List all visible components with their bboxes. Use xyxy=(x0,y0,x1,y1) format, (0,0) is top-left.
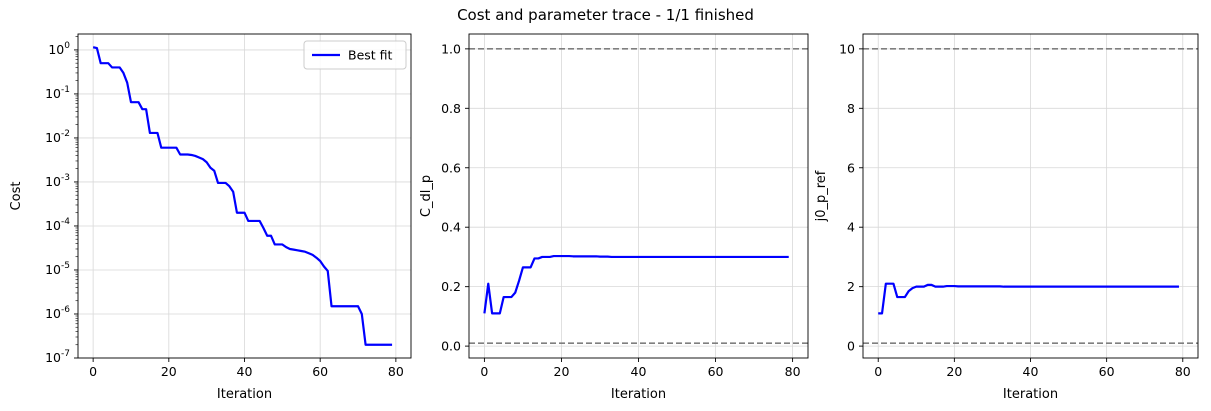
y-tick-label: 10-6 xyxy=(45,305,70,321)
y-tick-label: 10-5 xyxy=(45,261,70,277)
legend-box xyxy=(303,40,407,70)
x-tick-label: 0 xyxy=(480,364,488,379)
x-axis-label: Iteration xyxy=(1003,387,1058,402)
legend-label: Best fit xyxy=(348,48,393,63)
grid xyxy=(863,34,1198,358)
x-tick-label: 80 xyxy=(785,364,801,379)
x-tick-label: 20 xyxy=(554,364,570,379)
y-tick-label: 1.0 xyxy=(441,41,461,56)
y-axis-label: Cost xyxy=(9,182,24,211)
x-tick-label: 40 xyxy=(631,364,647,379)
y-tick-label: 10-1 xyxy=(45,85,70,101)
x-tick-label: 80 xyxy=(1175,364,1191,379)
y-tick-label: 10-7 xyxy=(45,349,70,365)
panel-1: 0 20 40 60 80 10-7 10-6 10-5 10-4 10-3 10-2 10-1 100… xyxy=(9,33,412,402)
y-axis-label: C_dl_p xyxy=(419,175,434,217)
x-tick-label: 80 xyxy=(388,364,404,379)
x-tick-label: 60 xyxy=(312,364,328,379)
y-tick-label: 0.2 xyxy=(441,279,461,294)
x-tick-label: 20 xyxy=(946,364,962,379)
x-tick-label: 40 xyxy=(1023,364,1039,379)
y-tick-label: 0.0 xyxy=(441,339,461,354)
series-line-1 xyxy=(92,46,393,346)
y-axis-label: j0_p_ref xyxy=(814,170,829,222)
y-tick-label: 10-4 xyxy=(45,217,70,233)
y-tick-label: 2 xyxy=(847,279,855,294)
y-tick-label: 10-2 xyxy=(45,129,70,145)
y-tick-label: 10 xyxy=(839,41,855,56)
x-tick-label: 20 xyxy=(161,364,177,379)
y-tick-label: 0 xyxy=(847,339,855,354)
x-axis-label: Iteration xyxy=(217,387,272,402)
series-line-1 xyxy=(483,254,789,315)
figure-title: Cost and parameter trace - 1/1 finished xyxy=(457,6,754,24)
x-tick-label: 60 xyxy=(708,364,724,379)
y-tick-label: 0.4 xyxy=(441,220,461,235)
y-tick-label: 8 xyxy=(847,101,855,116)
y-tick-label: 100 xyxy=(48,41,70,57)
grid xyxy=(469,34,808,358)
panel-3: 0 20 40 60 80 0 2 4 6 8 10 Iteration j0_p_ref xyxy=(814,33,1199,402)
x-axis-label: Iteration xyxy=(611,387,666,402)
x-tick-label: 0 xyxy=(89,364,97,379)
x-tick-label: 40 xyxy=(237,364,253,379)
y-tick-label: 0.8 xyxy=(441,101,461,116)
y-tick-label: 6 xyxy=(847,160,855,175)
y-tick-label: 0.6 xyxy=(441,160,461,175)
series-line-1 xyxy=(878,282,1179,315)
grid xyxy=(78,34,411,359)
x-tick-label: 0 xyxy=(874,364,882,379)
panel-2: 0 20 40 60 80 0.0 0.2 0.4 0.6 0.8 1.0 Iteration C_dl… xyxy=(419,33,809,402)
y-tick-label: 4 xyxy=(847,220,855,235)
x-tick-label: 60 xyxy=(1099,364,1115,379)
y-tick-label: 10-3 xyxy=(45,173,70,189)
legend: Best fit xyxy=(303,40,407,70)
